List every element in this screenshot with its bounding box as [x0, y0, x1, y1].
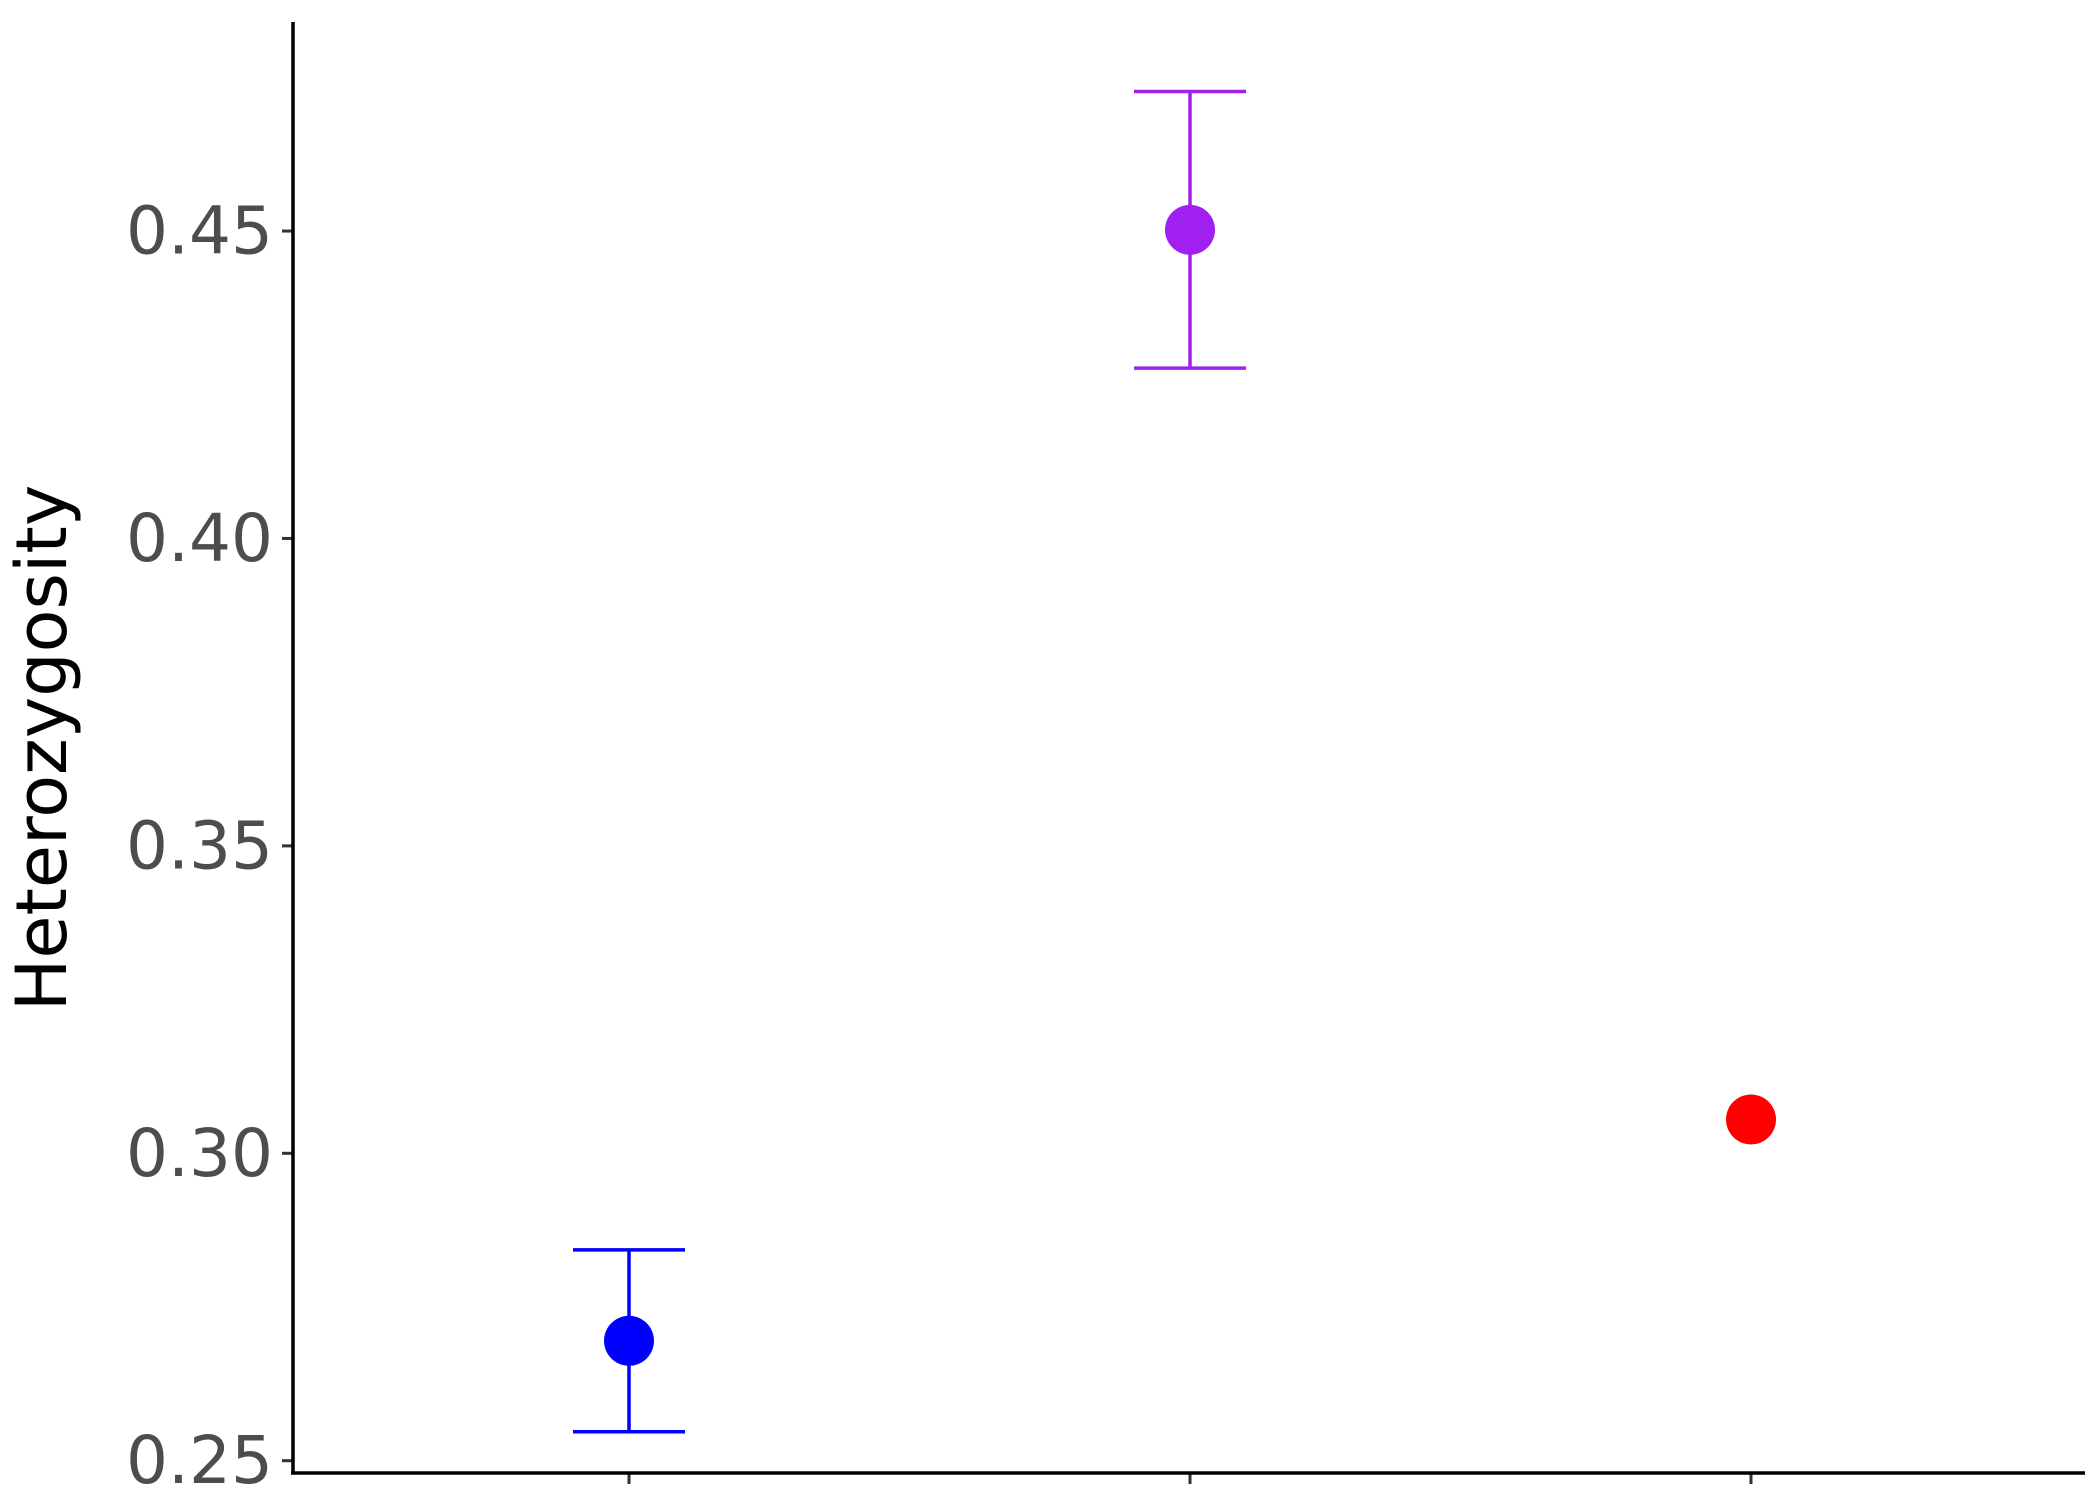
y-tick-label: 0.35: [126, 807, 273, 884]
data-points: [573, 89, 1776, 1434]
x-axis-ticks: [627, 1473, 1753, 1484]
y-tick-label: 0.30: [126, 1115, 273, 1192]
data-point: [1726, 1094, 1776, 1145]
y-axis-title: Heterozygosity: [1, 485, 83, 1012]
y-tick-label: 0.25: [126, 1422, 273, 1499]
y-tick-label: 0.45: [126, 193, 273, 270]
y-axis-ticks: 0.25 0.30 0.35 0.40 0.45: [126, 193, 293, 1499]
data-point: [604, 1315, 654, 1366]
y-tick-label: 0.40: [126, 500, 273, 577]
data-point: [1165, 204, 1215, 255]
